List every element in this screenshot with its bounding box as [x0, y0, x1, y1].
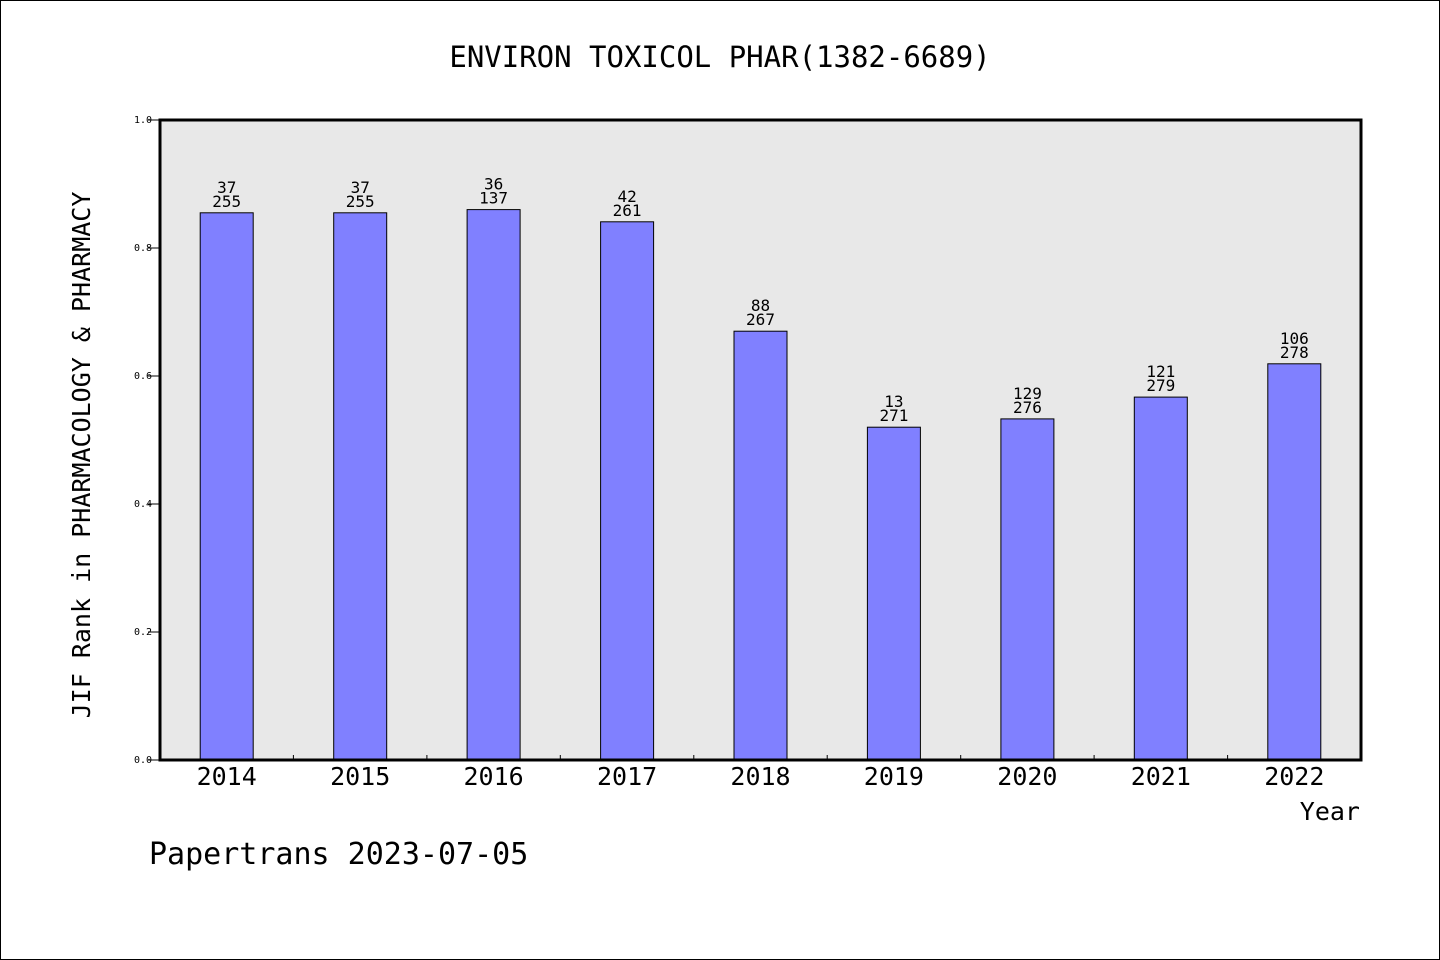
y-ticks-layer: 0.0 0.2 0.4 0.6 0.8 1.0 [134, 115, 160, 766]
bar [333, 212, 388, 761]
y-tick-label: 0.2 [134, 627, 152, 638]
bar-rank-label: 121 [1146, 362, 1175, 381]
x-tick-label: 2016 [463, 762, 523, 791]
bar-total-label: 137 [479, 189, 508, 208]
y-tick-label: 0.6 [134, 371, 152, 382]
y-tick-label: 0.8 [134, 243, 152, 254]
bar-total-label: 278 [1280, 343, 1309, 362]
bar [733, 330, 788, 761]
bar [866, 426, 921, 761]
y-tick-label: 0.4 [134, 499, 152, 510]
bar-total-label: 267 [746, 310, 775, 329]
x-tick-label: 2015 [330, 762, 390, 791]
footer-watermark: Papertrans 2023-07-05 [149, 837, 528, 872]
bar-rank-label: 106 [1280, 329, 1309, 348]
bar-rank-label: 88 [751, 296, 770, 315]
x-tick-label: 2014 [197, 762, 257, 791]
bar-total-label: 276 [1013, 398, 1042, 417]
bar [1267, 363, 1322, 761]
plot-border [158, 118, 1363, 762]
bar-rank-label: 37 [217, 178, 236, 197]
bar-rank-label: 42 [617, 187, 636, 206]
bar-total-label: 279 [1146, 376, 1175, 395]
x-tick-label: 2020 [997, 762, 1057, 791]
bar [199, 212, 254, 761]
bar-rank-label: 37 [351, 178, 370, 197]
y-axis-label: JIF Rank in PHARMACOLOGY & PHARMACY [67, 192, 96, 719]
bar-total-label: 271 [879, 406, 908, 425]
bar-rank-label: 13 [884, 392, 903, 411]
y-tick-label: 0.0 [134, 755, 152, 766]
x-ticks-layer: 2014 2015 2016 2017 2018 2019 2020 2021 2022 [197, 755, 1324, 791]
x-tick-label: 2021 [1131, 762, 1191, 791]
x-tick-label: 2017 [597, 762, 657, 791]
bar [600, 221, 655, 761]
x-tick-label: 2019 [864, 762, 924, 791]
x-tick-label: 2018 [730, 762, 790, 791]
bar [1000, 418, 1055, 761]
bar [1133, 396, 1188, 761]
y-tick-label: 1.0 [134, 115, 152, 126]
bar-total-label: 255 [346, 192, 375, 211]
bar-total-label: 261 [613, 201, 642, 220]
x-axis-label: Year [1300, 797, 1360, 826]
bar-rank-label: 129 [1013, 384, 1042, 403]
x-tick-label: 2022 [1264, 762, 1324, 791]
bar [466, 209, 521, 761]
bar-rank-label: 36 [484, 175, 503, 194]
bar-total-label: 255 [212, 192, 241, 211]
chart-title: ENVIRON TOXICOL PHAR(1382-6689) [449, 40, 990, 74]
